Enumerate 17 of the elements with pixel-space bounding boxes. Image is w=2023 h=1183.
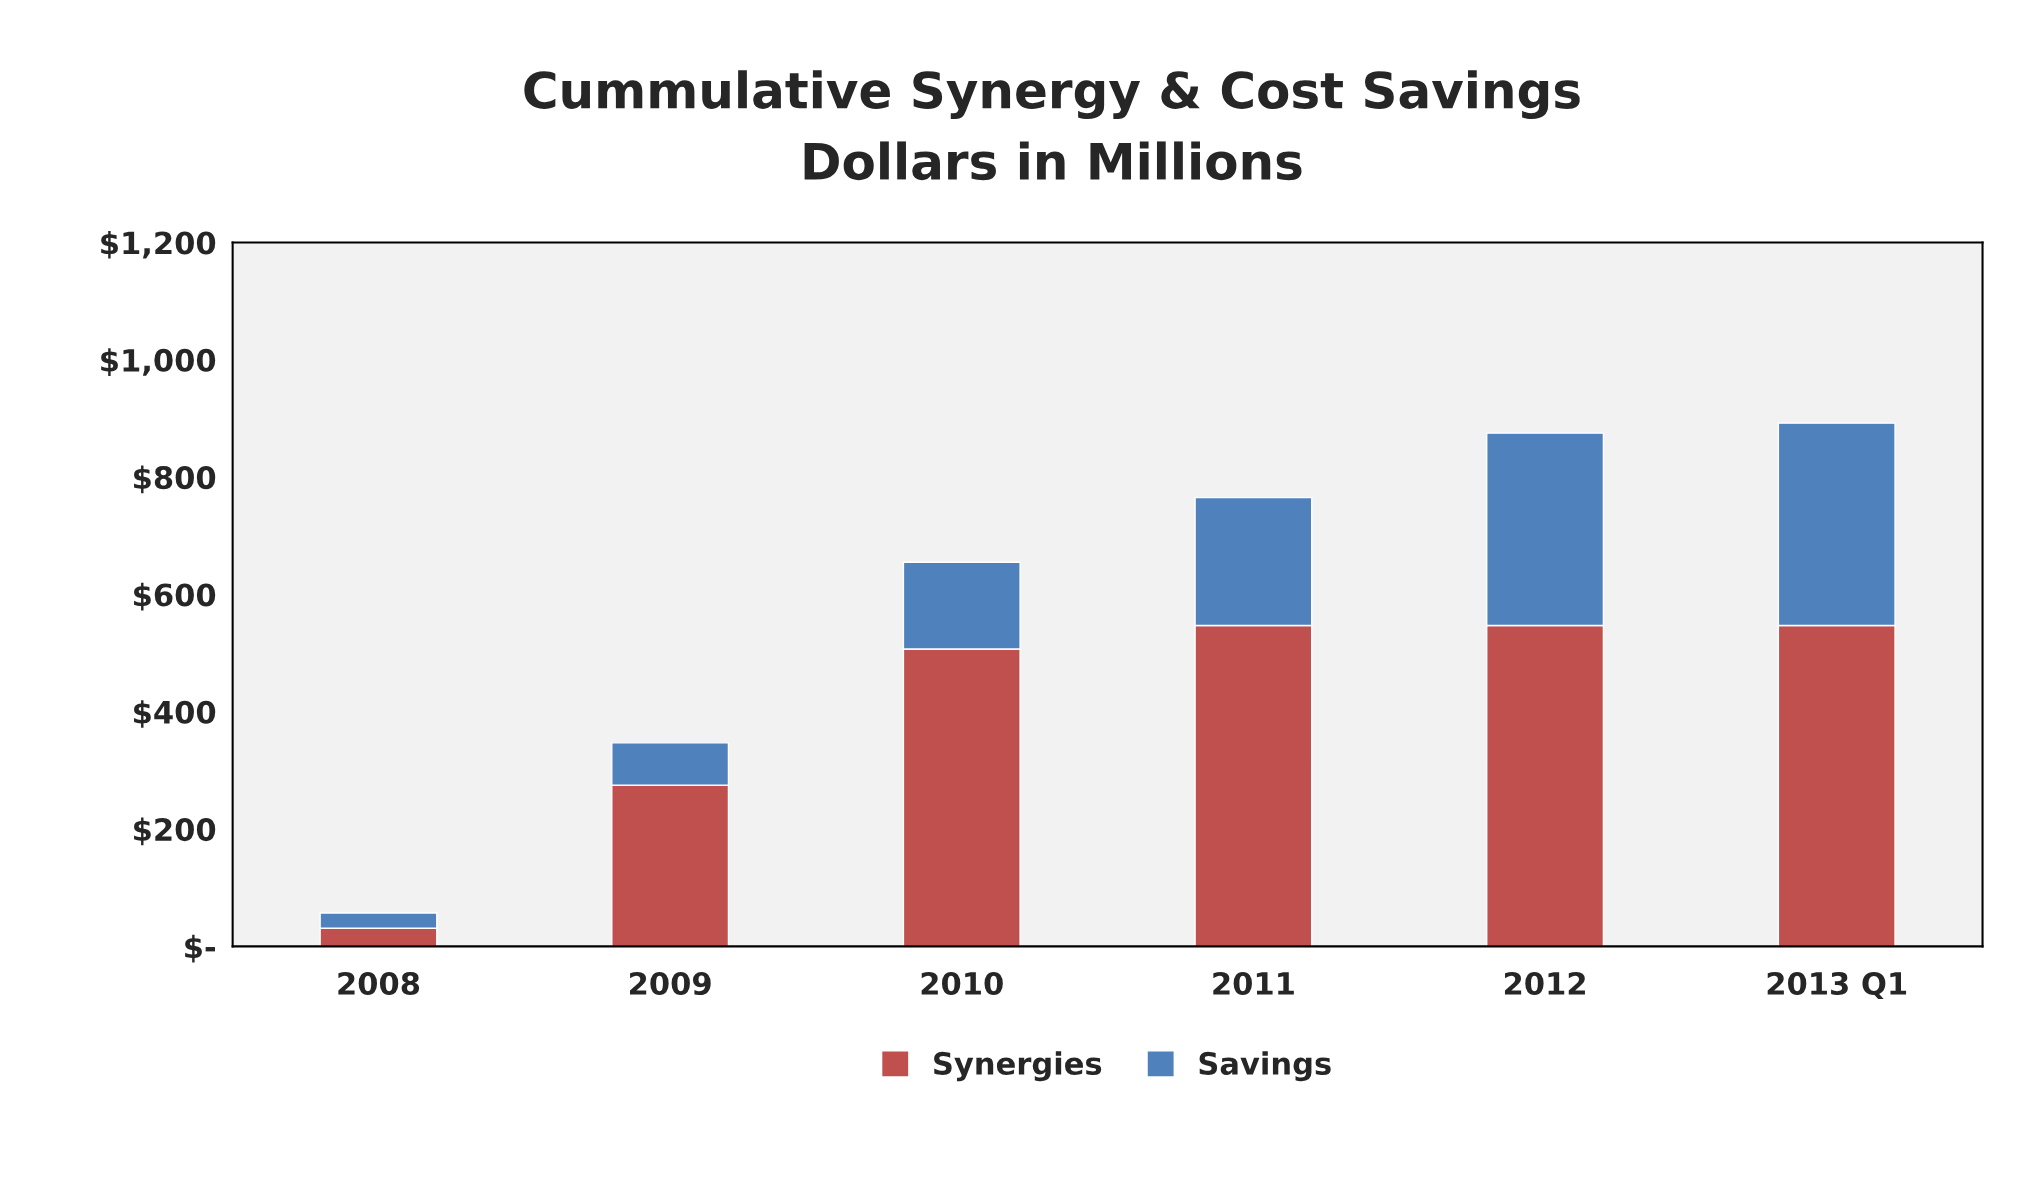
chart-title: Cummulative Synergy & Cost Savings — [524, 70, 1580, 120]
legend-label: Synergies — [934, 1051, 1102, 1082]
x-tick-label: 2012 — [1504, 971, 1585, 996]
x-tick-label: 2011 — [1213, 971, 1294, 996]
y-tick-label: $- — [185, 934, 216, 963]
y-tick-label: $600 — [134, 582, 216, 611]
y-tick-label: $1,200 — [101, 230, 216, 259]
x-tick-label: 2013 Q1 — [1767, 971, 1907, 1000]
chart-subtitle: Dollars in Millions — [804, 141, 1302, 181]
y-tick-label: $800 — [134, 465, 216, 494]
legend-label: Savings — [1199, 1051, 1331, 1082]
y-tick-label: $1,000 — [101, 348, 216, 376]
y-tick-label: $400 — [134, 700, 216, 728]
x-tick-label: 2009 — [630, 971, 711, 996]
y-tick-label: $200 — [134, 817, 216, 846]
x-tick-label: 2010 — [921, 971, 1003, 996]
x-tick-label: 2008 — [338, 971, 420, 996]
